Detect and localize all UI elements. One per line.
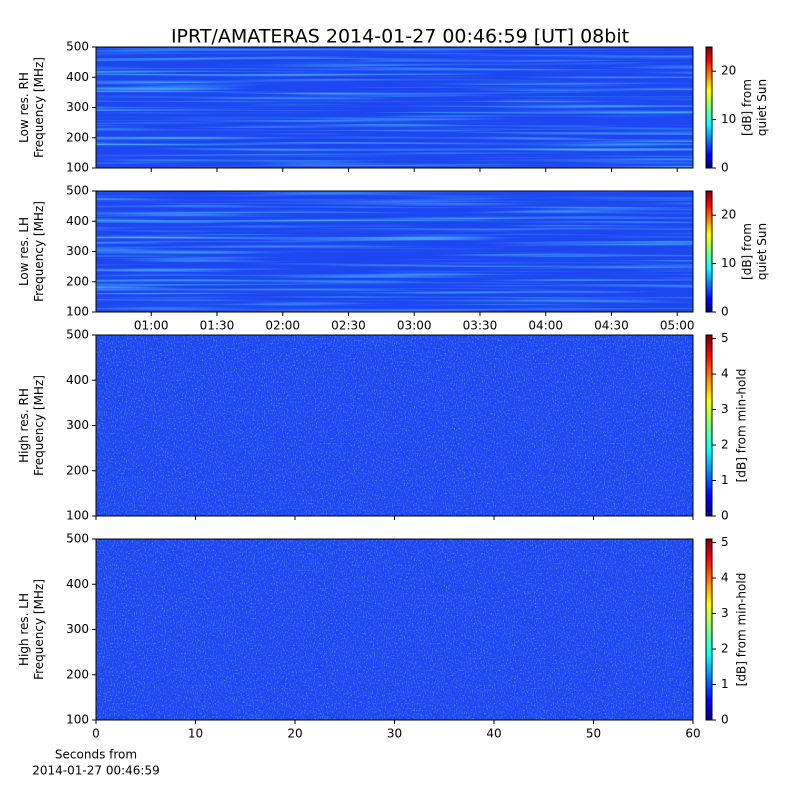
x-tick-label: 02:30 bbox=[331, 319, 366, 333]
y-axis-label: Frequency [MHz] bbox=[32, 57, 46, 158]
y-tick-label: 500 bbox=[66, 40, 89, 54]
colorbar-tick-label: 10 bbox=[721, 256, 736, 270]
spectrogram-texture bbox=[96, 539, 693, 720]
colorbar-tick-label: 1 bbox=[721, 473, 729, 487]
colorbar-tick-label: 20 bbox=[721, 64, 736, 78]
colorbar-label: [dB] from min-hold bbox=[735, 573, 749, 687]
y-tick-label: 400 bbox=[66, 577, 89, 591]
y-tick-label: 200 bbox=[66, 274, 89, 288]
y-tick-label: 200 bbox=[66, 463, 89, 477]
x-tick-label: 04:00 bbox=[528, 319, 563, 333]
y-tick-label: 500 bbox=[66, 532, 89, 546]
colorbar bbox=[705, 190, 713, 313]
y-axis-label: Frequency [MHz] bbox=[32, 579, 46, 680]
colorbar-tick-label: 3 bbox=[721, 402, 729, 416]
x-tick-label: 50 bbox=[586, 727, 601, 741]
y-axis-label: High res. LH bbox=[17, 593, 31, 666]
x-tick-label: 05:00 bbox=[660, 319, 695, 333]
spectrogram-texture bbox=[96, 191, 693, 312]
x-tick-label: 30 bbox=[387, 727, 402, 741]
y-tick-label: 400 bbox=[66, 373, 89, 387]
colorbar-tick-label: 2 bbox=[721, 438, 729, 452]
y-axis-label: High res. RH bbox=[17, 388, 31, 463]
spectrogram-texture bbox=[96, 335, 693, 516]
y-tick-label: 400 bbox=[66, 214, 89, 228]
y-tick-label: 100 bbox=[66, 713, 89, 727]
chart-title: IPRT/AMATERAS 2014-01-27 00:46:59 [UT] 0… bbox=[171, 26, 629, 48]
x-tick-label: 01:00 bbox=[134, 319, 169, 333]
x-tick-label: 10 bbox=[188, 727, 203, 741]
colorbar-tick-label: 1 bbox=[721, 677, 729, 691]
x-tick-label: 02:00 bbox=[265, 319, 300, 333]
colorbar-label: [dB] from bbox=[740, 223, 754, 280]
x-tick-label: 03:00 bbox=[397, 319, 432, 333]
y-tick-label: 400 bbox=[66, 70, 89, 84]
colorbar-tick-label: 4 bbox=[721, 571, 729, 585]
y-tick-label: 100 bbox=[66, 509, 89, 523]
colorbar-tick-label: 0 bbox=[721, 713, 729, 727]
colorbar-label: [dB] from min-hold bbox=[735, 369, 749, 483]
y-tick-label: 300 bbox=[66, 100, 89, 114]
y-tick-label: 300 bbox=[66, 622, 89, 636]
colorbar-label: quiet Sun bbox=[755, 223, 769, 280]
colorbar-tick-label: 0 bbox=[721, 509, 729, 523]
colorbar-tick-label: 20 bbox=[721, 208, 736, 222]
colorbar-tick-label: 3 bbox=[721, 606, 729, 620]
y-axis-label: Frequency [MHz] bbox=[32, 375, 46, 476]
y-tick-label: 300 bbox=[66, 418, 89, 432]
colorbar-label: quiet Sun bbox=[755, 79, 769, 136]
y-tick-label: 500 bbox=[66, 328, 89, 342]
x-axis-label: Seconds from bbox=[55, 748, 137, 762]
x-tick-label: 01:30 bbox=[200, 319, 235, 333]
colorbar-tick-label: 0 bbox=[721, 161, 729, 175]
x-tick-label: 0 bbox=[92, 727, 100, 741]
x-tick-label: 04:30 bbox=[594, 319, 629, 333]
colorbar bbox=[705, 334, 713, 517]
colorbar-tick-label: 5 bbox=[721, 535, 729, 549]
y-axis-label: Frequency [MHz] bbox=[32, 201, 46, 302]
x-tick-label: 20 bbox=[287, 727, 302, 741]
y-tick-label: 200 bbox=[66, 667, 89, 681]
spectrogram-texture bbox=[96, 47, 693, 168]
y-tick-label: 100 bbox=[66, 161, 89, 175]
colorbar-tick-label: 2 bbox=[721, 642, 729, 656]
y-tick-label: 300 bbox=[66, 244, 89, 258]
colorbar bbox=[705, 46, 713, 169]
x-tick-label: 40 bbox=[486, 727, 501, 741]
x-tick-label: 03:30 bbox=[463, 319, 498, 333]
colorbar-tick-label: 0 bbox=[721, 305, 729, 319]
x-tick-label: 60 bbox=[685, 727, 700, 741]
colorbar-tick-label: 4 bbox=[721, 367, 729, 381]
y-axis-label: Low res. LH bbox=[17, 217, 31, 286]
colorbar-label: [dB] from bbox=[740, 79, 754, 136]
y-tick-label: 500 bbox=[66, 184, 89, 198]
colorbar-tick-label: 10 bbox=[721, 112, 736, 126]
colorbar bbox=[705, 538, 713, 721]
y-axis-label: Low res. RH bbox=[17, 72, 31, 143]
colorbar-tick-label: 5 bbox=[721, 331, 729, 345]
y-tick-label: 200 bbox=[66, 130, 89, 144]
x-axis-label: 2014-01-27 00:46:59 bbox=[32, 764, 159, 778]
y-tick-label: 100 bbox=[66, 305, 89, 319]
